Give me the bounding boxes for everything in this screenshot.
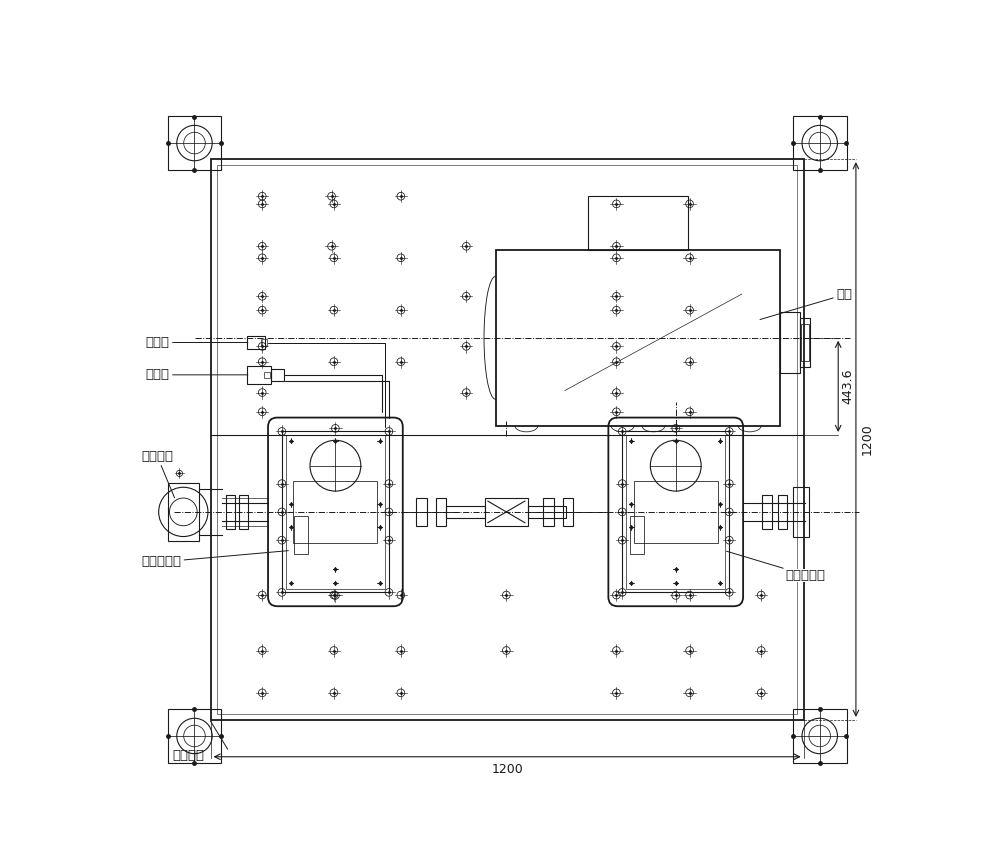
Text: 443.6: 443.6	[841, 368, 854, 404]
Bar	[588, 196, 688, 250]
Bar	[226, 495, 235, 529]
Bar	[168, 483, 199, 541]
Text: 陪试齿轮筱: 陪试齿轮筱	[727, 551, 826, 581]
Bar	[793, 487, 809, 536]
Bar	[282, 432, 389, 593]
Text: 试验平台: 试验平台	[172, 749, 204, 762]
Bar	[168, 709, 221, 763]
Bar	[294, 516, 308, 554]
Bar	[496, 250, 780, 426]
Bar	[168, 116, 221, 170]
Bar	[543, 498, 554, 526]
Text: 试验齿轮筱: 试验齿轮筱	[141, 551, 288, 568]
Bar	[634, 481, 718, 542]
Bar	[800, 317, 810, 367]
Text: 加载结构: 加载结构	[141, 450, 175, 497]
Bar	[630, 516, 644, 554]
Bar	[416, 498, 427, 526]
Bar	[793, 116, 847, 170]
Text: 电机: 电机	[760, 288, 852, 319]
Bar	[778, 495, 787, 529]
Bar	[801, 324, 809, 361]
Bar	[485, 498, 528, 526]
Bar	[247, 336, 265, 349]
Bar	[446, 506, 485, 518]
Bar	[286, 435, 385, 588]
Bar	[626, 435, 725, 588]
Bar	[762, 495, 772, 529]
Bar	[217, 165, 797, 714]
Bar	[271, 368, 284, 381]
Bar	[563, 498, 573, 526]
Bar	[793, 709, 847, 763]
Text: 1200: 1200	[491, 763, 523, 776]
Text: 1200: 1200	[861, 424, 874, 455]
Bar	[264, 372, 270, 378]
Text: 回油口: 回油口	[146, 368, 248, 381]
Bar	[239, 495, 248, 529]
Bar	[293, 481, 377, 542]
Bar	[436, 498, 446, 526]
Bar	[261, 339, 267, 346]
Bar	[622, 432, 729, 593]
Bar	[780, 311, 800, 374]
Text: 进油口: 进油口	[146, 336, 248, 349]
Bar	[528, 506, 566, 518]
Bar	[211, 159, 804, 720]
Bar	[247, 366, 271, 384]
